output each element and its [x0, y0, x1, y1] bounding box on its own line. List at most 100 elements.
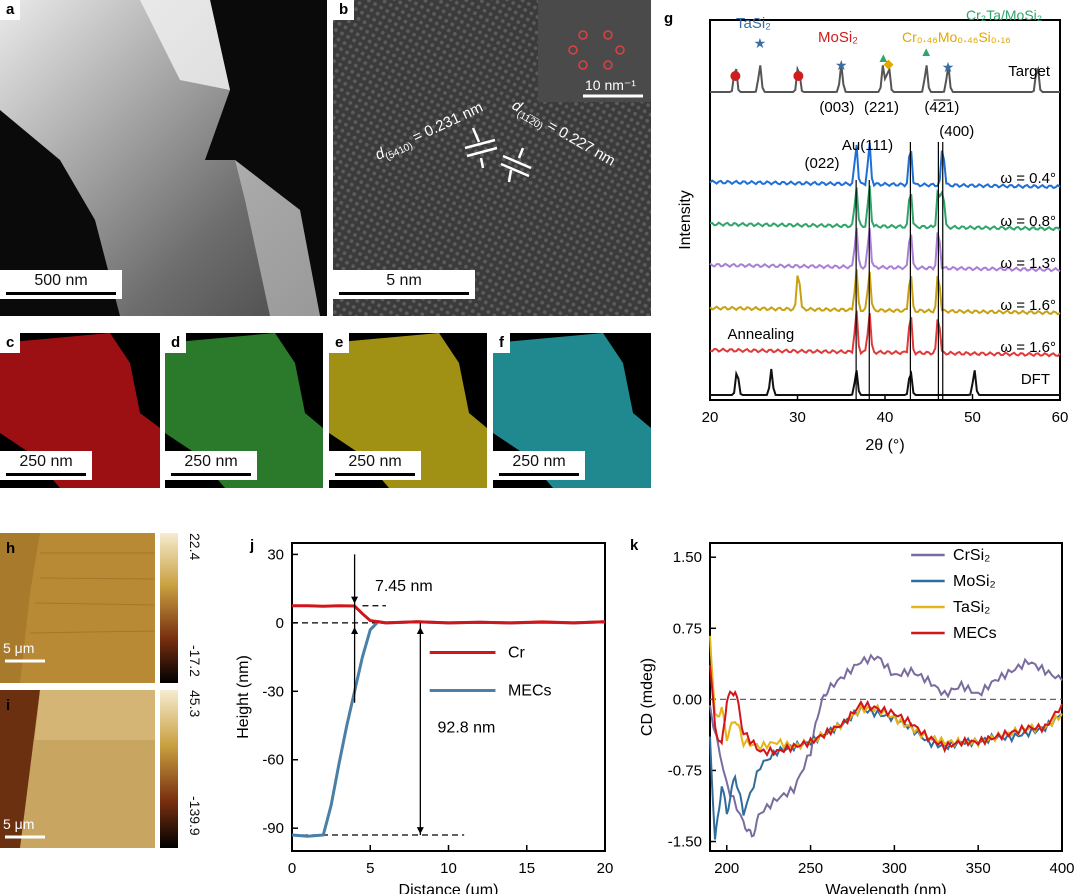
scale-bar-label: 5 μm — [3, 816, 34, 832]
xrd-series — [709, 310, 1061, 358]
legend-label: MoSi₂ — [953, 573, 996, 590]
x-axis-label: 2θ (°) — [865, 437, 904, 454]
y-tick-label: -0.75 — [668, 762, 702, 779]
panel-label-k: k — [630, 537, 639, 554]
x-tick-label: 15 — [518, 860, 535, 877]
x-tick-label: 300 — [882, 860, 907, 877]
crmosi-marker: ◆ — [884, 56, 894, 71]
mosi2-marker — [793, 71, 804, 81]
arrow-head: ▼ — [349, 593, 361, 607]
panel-k: 200 250 300 350 400 1.50 0.75 0.00 -0.75 -1.50 Wav… — [630, 533, 1080, 894]
legend-cr2ta: Cr₂Ta/MoSi₂ — [966, 7, 1042, 23]
y-tick-label: 0.00 — [673, 691, 702, 708]
xrd-series — [710, 368, 1060, 396]
legend-mosi2: MoSi₂ — [818, 29, 858, 46]
scale-bar-b: 5 nm — [333, 270, 475, 299]
panel-label-h: h — [6, 540, 16, 557]
height-series — [292, 604, 606, 625]
fft-spots — [568, 30, 625, 70]
scale-bar-a: 500 nm — [0, 270, 122, 299]
label-target: Target — [1008, 63, 1051, 80]
cr2ta-marker: ▲ — [920, 44, 933, 59]
scale-bar-label: 250 nm — [348, 453, 402, 470]
panel-label-c: c — [0, 333, 21, 353]
panel-j: 0 5 10 15 20 30 0 -30 -60 -90 Distance (μm) Height … — [232, 533, 627, 894]
panel-i: 45.3 -139.9 5 μm i — [0, 690, 230, 850]
panel-label-b: b — [333, 0, 355, 20]
legend-crmosi: Cr₀.₄₆Mo₀.₄₆Si₀.₁₆ — [902, 29, 1011, 45]
step-label-small: 7.45 nm — [375, 578, 433, 595]
panel-label-i: i — [6, 697, 11, 714]
y-tick-label: -90 — [262, 820, 284, 837]
y-axis-label: CD (mdeg) — [639, 658, 656, 736]
fft-inset — [538, 0, 651, 102]
tasi2-marker: ★ — [942, 59, 955, 75]
scale-bar-label: 5 nm — [386, 272, 422, 289]
cd-series — [709, 705, 1063, 840]
cd-spectrum-chart: 200 250 300 350 400 1.50 0.75 0.00 -0.75 -1.50 Wav… — [639, 542, 1075, 894]
panel-g: 20 30 40 50 60 2θ (°) Intensity TaSi₂ MoSi₂ Cr₀.₄… — [660, 0, 1080, 500]
omega-label: ω = 0.4° — [1000, 170, 1056, 187]
colorbar — [160, 690, 178, 848]
x-tick-label: 60 — [1052, 409, 1069, 426]
arrow-head: ▼ — [414, 823, 426, 837]
peak-label: (400) — [939, 123, 974, 140]
legend-label: MECs — [508, 683, 552, 700]
peak-label: (4̅2̅1) — [924, 99, 959, 116]
xrd-chart: 20 30 40 50 60 2θ (°) Intensity TaSi₂ MoSi₂ Cr₀.₄… — [677, 7, 1069, 454]
y-tick-label: 1.50 — [673, 549, 702, 566]
y-axis-label: Intensity — [677, 190, 694, 250]
panel-label-a: a — [0, 0, 21, 20]
colorbar — [160, 533, 178, 683]
x-tick-label: 50 — [964, 409, 981, 426]
hrtem-image: 10 nm⁻¹ d(5410) = 0.231 nm d(11̅2̅0) = 0… — [333, 0, 651, 316]
scale-bar-c: 250 nm — [0, 451, 92, 480]
omega-label: ω = 0.8° — [1000, 213, 1056, 230]
y-tick-label: 30 — [267, 546, 284, 563]
panel-b: 10 nm⁻¹ d(5410) = 0.231 nm d(11̅2̅0) = 0… — [333, 0, 651, 316]
height-profile-chart: 0 5 10 15 20 30 0 -30 -60 -90 Distance (μm) Height … — [235, 542, 613, 894]
scale-bar-e: 250 nm — [329, 451, 421, 480]
xrd-series — [709, 142, 1061, 190]
legend-label: TaSi₂ — [953, 599, 990, 616]
omega-label: ω = 1.6° — [1000, 339, 1056, 356]
x-axis-label: Distance (μm) — [399, 882, 499, 894]
colorbar-min: -139.9 — [187, 796, 203, 836]
y-tick-label: 0.75 — [673, 620, 702, 637]
xrd-series — [709, 269, 1061, 316]
plot-frame — [709, 542, 1063, 852]
colorbar-max: 22.4 — [187, 533, 203, 560]
x-tick-label: 250 — [798, 860, 823, 877]
scale-bar-label: 250 nm — [184, 453, 238, 470]
colorbar-max: 45.3 — [187, 690, 203, 717]
cd-series — [709, 653, 1063, 838]
panel-label-f: f — [493, 333, 510, 353]
panel-label-g: g — [664, 10, 674, 28]
panel-d: d 250 nm — [165, 333, 323, 488]
legend-tasi2: TaSi₂ — [736, 15, 771, 32]
fft-scale-label: 10 nm⁻¹ — [585, 77, 636, 93]
cr2ta-marker: ▲ — [877, 50, 890, 65]
cd-series — [709, 635, 1063, 753]
label-dft: DFT — [1021, 371, 1050, 388]
x-tick-label: 0 — [288, 860, 296, 877]
y-tick-label: -60 — [262, 752, 284, 769]
scale-bar-d: 250 nm — [165, 451, 257, 480]
panel-f: f 250 nm — [493, 333, 651, 488]
step-label-large: 92.8 nm — [438, 719, 496, 736]
lattice-markers — [464, 127, 532, 183]
x-tick-label: 5 — [366, 860, 374, 877]
y-tick-label: -30 — [262, 683, 284, 700]
legend-label: MECs — [953, 625, 997, 642]
panel-label-d: d — [165, 333, 187, 353]
x-tick-label: 10 — [440, 860, 457, 877]
legend-label: Cr — [508, 645, 526, 662]
panel-c: c 250 nm — [0, 333, 160, 488]
scale-bar-f: 250 nm — [493, 451, 585, 480]
peak-label: (022) — [804, 155, 839, 172]
y-tick-label: 0 — [276, 615, 284, 632]
legend-label: CrSi₂ — [953, 547, 990, 564]
xrd-series — [709, 185, 1061, 232]
scale-bar-label: 500 nm — [34, 272, 88, 289]
omega-label: ω = 1.3° — [1000, 255, 1056, 272]
